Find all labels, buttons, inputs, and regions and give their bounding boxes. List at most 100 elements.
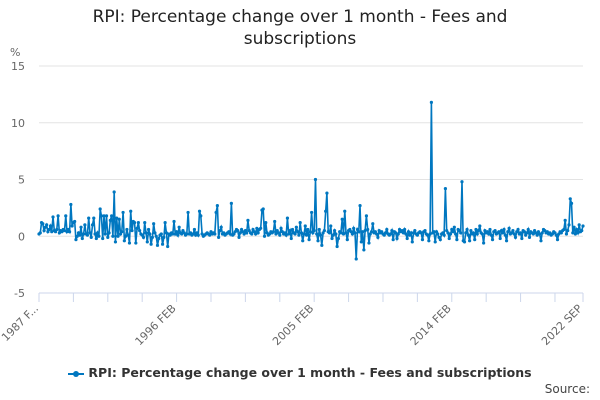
data-point <box>152 222 156 226</box>
data-point <box>462 240 467 244</box>
data-point <box>516 227 520 232</box>
data-point <box>45 223 49 227</box>
data-point <box>56 214 60 218</box>
data-point <box>442 233 446 237</box>
data-point <box>535 233 539 237</box>
data-point <box>242 232 246 236</box>
data-point <box>364 214 369 218</box>
data-point <box>526 227 530 232</box>
data-point <box>488 227 492 232</box>
data-point <box>256 231 260 235</box>
data-point <box>513 235 518 239</box>
data-point <box>339 231 343 235</box>
data-point <box>102 214 106 218</box>
data-point <box>475 232 479 236</box>
data-point <box>575 227 579 232</box>
data-point <box>245 231 249 235</box>
data-point <box>375 232 379 236</box>
data-point <box>306 227 310 232</box>
data-point <box>312 228 316 233</box>
data-point <box>253 232 258 236</box>
data-point <box>153 231 157 235</box>
data-point <box>157 236 161 241</box>
data-point <box>125 227 129 232</box>
data-point <box>108 218 112 222</box>
data-point <box>197 209 202 213</box>
data-point <box>469 228 473 233</box>
data-point <box>288 228 292 233</box>
data-point <box>354 257 358 261</box>
data-point <box>299 231 304 235</box>
data-point <box>466 233 470 237</box>
data-point <box>453 232 458 236</box>
data-point <box>218 228 222 233</box>
data-point <box>303 224 307 228</box>
y-tick-label: 5 <box>18 174 25 187</box>
data-point <box>126 233 130 237</box>
data-point <box>389 232 393 236</box>
data-point <box>296 230 300 234</box>
data-point <box>358 204 362 208</box>
data-point <box>580 228 584 233</box>
data-point <box>85 233 90 237</box>
data-point <box>214 210 218 215</box>
y-tick-label: 15 <box>11 60 25 73</box>
data-point <box>301 239 305 243</box>
data-point <box>459 231 463 235</box>
data-point <box>192 227 197 232</box>
data-point <box>62 228 67 233</box>
data-point <box>317 227 321 232</box>
data-point <box>228 232 232 236</box>
data-point <box>67 230 72 234</box>
data-point <box>473 238 477 242</box>
data-point <box>452 225 456 229</box>
data-point <box>172 219 176 224</box>
data-point <box>478 224 482 228</box>
data-point <box>70 224 74 228</box>
data-point <box>455 238 459 242</box>
data-point <box>507 226 511 230</box>
chart-title: RPI: Percentage change over 1 month - Fe… <box>92 7 508 49</box>
data-point <box>273 219 277 224</box>
data-point <box>572 225 576 229</box>
data-point <box>315 232 319 236</box>
data-point <box>427 239 431 243</box>
data-point <box>525 231 529 235</box>
data-point <box>413 228 417 233</box>
data-point <box>145 240 149 244</box>
data-point <box>357 230 361 234</box>
data-point <box>81 232 86 236</box>
data-point <box>443 186 448 191</box>
data-point <box>238 231 242 235</box>
data-point <box>352 226 356 230</box>
data-point <box>329 224 333 228</box>
data-point <box>250 232 254 236</box>
data-point <box>217 235 221 239</box>
data-point <box>566 228 570 233</box>
data-point <box>448 232 453 236</box>
data-point <box>446 231 450 235</box>
data-point <box>307 238 311 242</box>
data-point <box>287 232 291 236</box>
data-point <box>236 228 240 233</box>
data-point <box>406 230 411 234</box>
data-point <box>554 233 558 237</box>
data-point <box>581 224 585 228</box>
data-point <box>419 231 423 235</box>
data-point <box>394 231 398 235</box>
data-point <box>395 236 399 241</box>
data-point <box>110 214 114 218</box>
data-point <box>511 228 515 233</box>
data-point <box>160 242 165 246</box>
legend-item[interactable]: RPI: Percentage change over 1 month - Fe… <box>0 365 600 380</box>
data-point <box>359 240 363 244</box>
data-point <box>331 233 335 237</box>
data-point <box>335 244 339 249</box>
data-point <box>279 226 283 230</box>
data-point <box>177 225 181 229</box>
data-point <box>489 233 493 237</box>
data-point <box>143 221 147 225</box>
data-point <box>171 232 175 236</box>
source-label: Source: <box>544 382 590 396</box>
data-point <box>451 230 455 234</box>
